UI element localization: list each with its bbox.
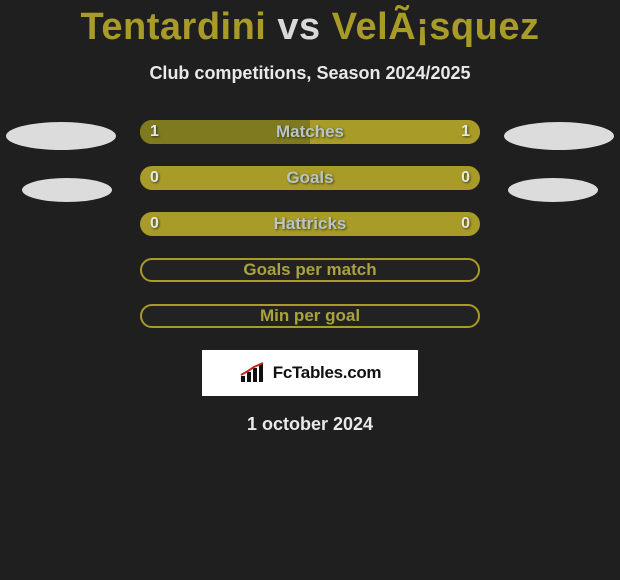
stat-label: Min per goal: [142, 306, 478, 326]
stat-label: Hattricks: [140, 212, 480, 236]
stat-value-right: 0: [461, 212, 470, 236]
vs-text: vs: [277, 6, 320, 48]
player1-name: Tentardini: [81, 6, 267, 48]
stat-value-left: 1: [150, 120, 159, 144]
date-text: 1 october 2024: [0, 414, 620, 435]
stat-row-goals-per-match: Goals per match: [140, 258, 480, 282]
stat-row-matches: 1 Matches 1: [140, 120, 480, 144]
player2-name: VelÃ¡squez: [332, 6, 540, 48]
stat-bar-right: [310, 120, 480, 144]
stat-value-right: 0: [461, 166, 470, 190]
page-title: Tentardini vs VelÃ¡squez: [0, 0, 620, 49]
fctables-text: FcTables.com: [273, 363, 382, 383]
subtitle: Club competitions, Season 2024/2025: [0, 63, 620, 84]
stat-value-right: 1: [461, 120, 470, 144]
stat-row-goals: 0 Goals 0: [140, 166, 480, 190]
stat-row-hattricks: 0 Hattricks 0: [140, 212, 480, 236]
stat-label: Goals: [140, 166, 480, 190]
stat-label: Goals per match: [142, 260, 478, 280]
stat-bar-left: [140, 120, 310, 144]
stat-value-left: 0: [150, 166, 159, 190]
fctables-watermark[interactable]: FcTables.com: [202, 350, 418, 396]
stat-value-left: 0: [150, 212, 159, 236]
stat-rows: 1 Matches 1 0 Goals 0 0 Hattricks 0 Goal…: [140, 120, 480, 328]
stat-row-min-per-goal: Min per goal: [140, 304, 480, 328]
bar-chart-icon: [239, 362, 267, 384]
